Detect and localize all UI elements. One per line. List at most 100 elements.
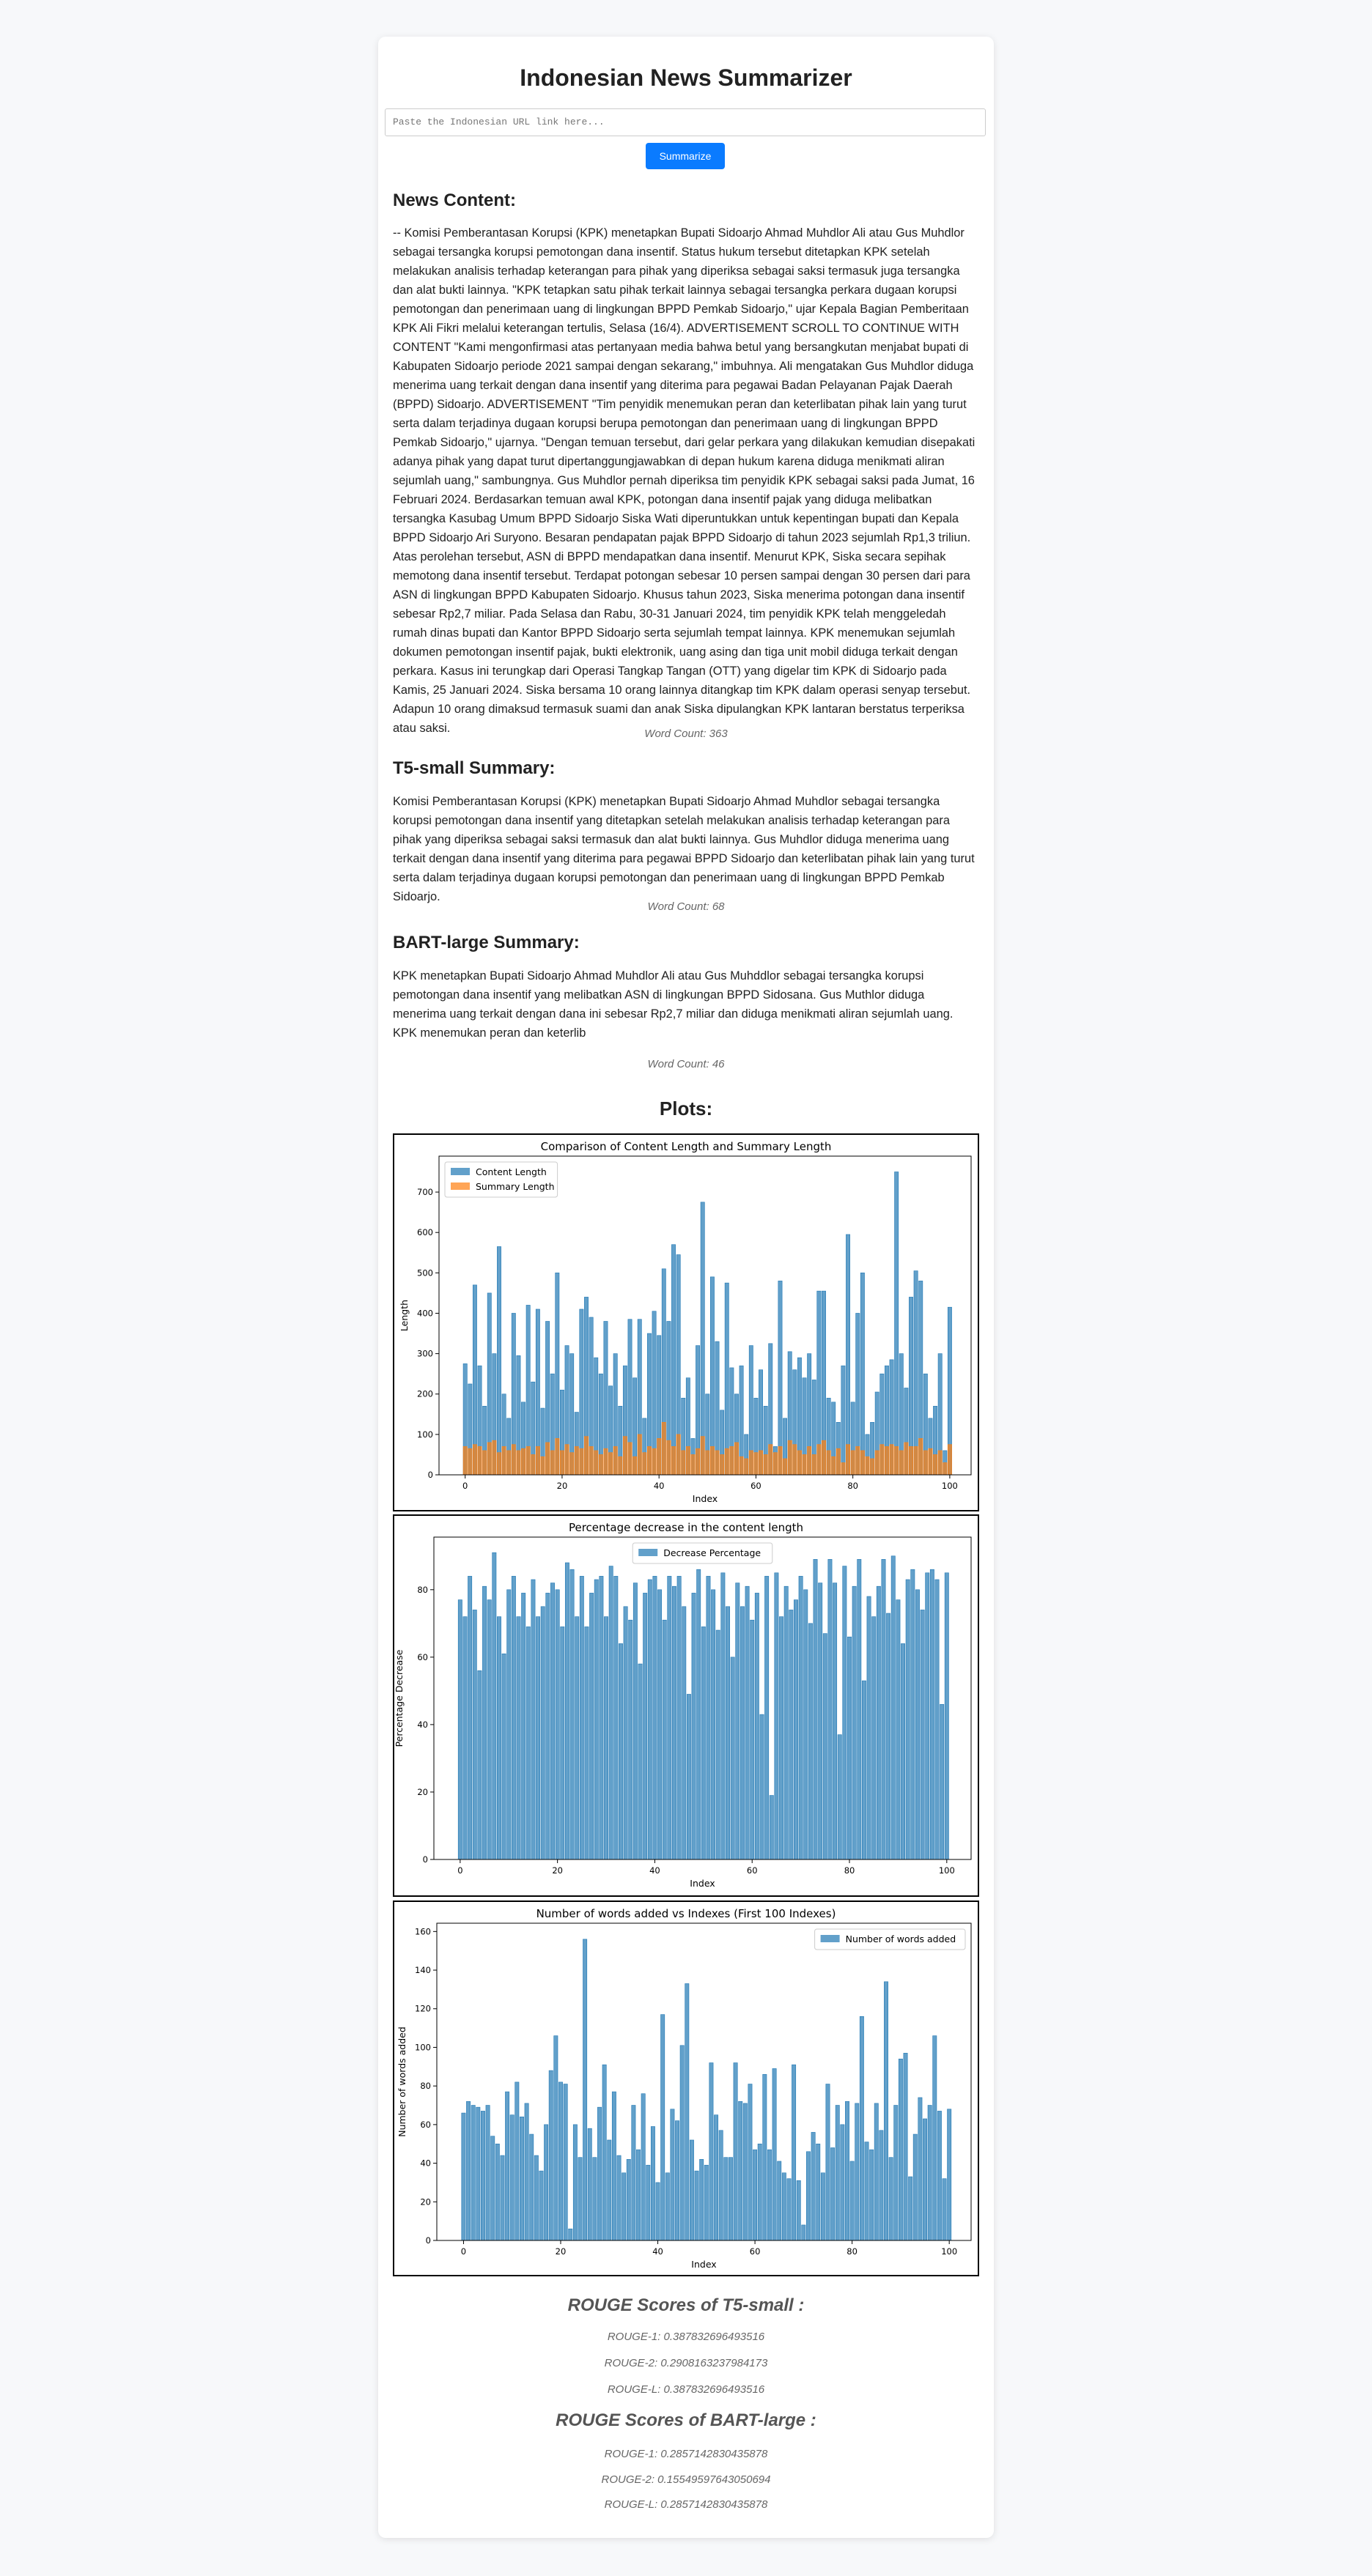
placeholder: Paste the Indonesian URL link here... <box>393 116 605 127</box>
summary-text: KPK menetapkan Bupati Sidoarjo Ahmad Muh… <box>393 969 954 1040</box>
bar <box>923 2118 927 2241</box>
bar <box>545 1442 550 1476</box>
bar <box>638 1663 643 1860</box>
bar <box>626 2159 631 2241</box>
bar <box>540 1456 545 1476</box>
bar <box>783 1458 788 1476</box>
bar <box>482 1450 487 1476</box>
y-axis-label: Percentage Decrease <box>394 1649 405 1747</box>
bar <box>738 2101 743 2241</box>
bar <box>947 2109 952 2241</box>
bar <box>881 1559 886 1860</box>
bar <box>927 2105 932 2241</box>
chart: Number of words added vs Indexes (First … <box>393 1900 979 2276</box>
bar <box>861 1680 866 1860</box>
summarize-button[interactable]: Summarize <box>646 143 725 169</box>
bar <box>733 2062 738 2241</box>
bar <box>534 2155 539 2241</box>
bar <box>944 1572 949 1860</box>
plot-frame <box>436 1922 972 2241</box>
rouge-score: ROUGE-1: 0.2857142830435878 <box>604 2448 768 2460</box>
bar <box>803 1589 808 1860</box>
bar <box>759 1714 764 1860</box>
bar <box>860 1450 865 1476</box>
bar <box>572 2124 578 2241</box>
bar <box>768 1444 773 1476</box>
bar <box>933 1454 938 1476</box>
bar <box>618 1456 623 1476</box>
bar <box>840 2124 845 2241</box>
bar <box>724 1282 729 1476</box>
bar <box>753 1452 759 1476</box>
bar <box>607 2139 612 2241</box>
bar <box>487 1599 492 1860</box>
bar <box>807 1446 812 1476</box>
bar <box>497 1616 501 1860</box>
bar <box>901 1643 906 1860</box>
bar <box>792 1444 797 1476</box>
rouge-score: ROUGE-2: 0.15549597643050694 <box>601 2473 771 2486</box>
bar <box>884 1981 888 2241</box>
bar <box>521 1593 526 1860</box>
bar <box>763 1454 768 1476</box>
bar <box>660 2014 665 2241</box>
bar <box>679 2045 685 2241</box>
bar <box>637 1434 642 1476</box>
bar <box>855 2103 860 2241</box>
y-tick-label: 120 <box>415 2004 431 2014</box>
bar <box>783 1585 789 1860</box>
bar <box>524 2103 529 2241</box>
bar <box>744 1458 749 1476</box>
bar <box>893 2105 899 2241</box>
bar <box>705 1450 710 1476</box>
bar <box>670 2109 675 2241</box>
bar <box>816 1444 822 1476</box>
x-tick-label: 100 <box>942 1481 958 1491</box>
bar <box>874 2103 879 2241</box>
x-tick-label: 80 <box>847 2246 857 2257</box>
bar <box>681 1450 686 1476</box>
bar <box>531 1454 536 1476</box>
bar <box>694 2170 699 2241</box>
rouge-title: ROUGE Scores of BART-large : <box>556 2410 816 2430</box>
bar <box>485 2105 490 2241</box>
bar <box>643 1593 648 1860</box>
bar <box>711 1589 716 1860</box>
bar <box>735 1583 740 1860</box>
bar <box>929 1569 934 1860</box>
bar <box>511 1576 516 1860</box>
x-tick-label: 20 <box>556 2246 567 2257</box>
bar <box>826 1450 831 1476</box>
bar <box>769 1795 774 1860</box>
word-count: Word Count: 46 <box>647 1058 725 1070</box>
bar <box>622 2172 627 2241</box>
bar <box>855 1446 860 1476</box>
y-tick-label: 100 <box>417 1429 433 1440</box>
bar <box>597 2106 602 2241</box>
bar <box>550 1450 555 1476</box>
x-tick-label: 20 <box>557 1481 568 1491</box>
bar <box>871 1616 877 1860</box>
bar <box>675 2120 680 2241</box>
bar <box>865 1456 870 1476</box>
x-tick-label: 40 <box>654 1481 665 1491</box>
bar <box>623 1606 628 1860</box>
bar <box>759 1450 763 1476</box>
bar <box>894 1172 899 1476</box>
chart: Percentage decrease in the content lengt… <box>393 1514 979 1897</box>
bar <box>909 1446 913 1476</box>
bar <box>501 1446 506 1476</box>
bar <box>942 2178 947 2241</box>
bar <box>794 1599 798 1860</box>
bar <box>632 1456 638 1476</box>
legend-label: Decrease Percentage <box>663 1547 761 1558</box>
bar <box>894 1446 899 1476</box>
bar <box>544 2124 549 2241</box>
bar <box>842 1566 847 1860</box>
legend-label: Summary Length <box>476 1181 555 1192</box>
url-input[interactable]: Paste the Indonesian URL link here... <box>385 108 986 136</box>
bar <box>666 1440 671 1476</box>
bar <box>928 1448 933 1476</box>
bar <box>657 1438 662 1476</box>
bar <box>879 1444 885 1476</box>
